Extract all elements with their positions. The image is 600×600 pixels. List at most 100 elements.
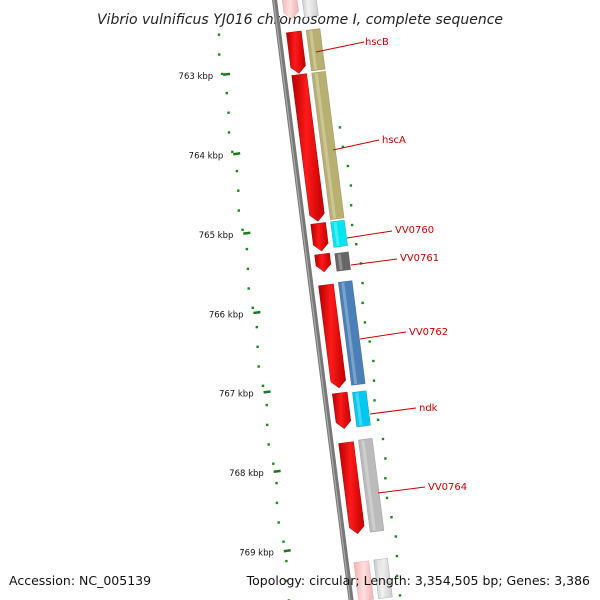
gc-dot: [218, 53, 221, 56]
gc-dot: [247, 287, 250, 290]
gc-dot: [245, 247, 249, 251]
gc-dot: [255, 325, 258, 329]
gc-dot: [341, 145, 345, 149]
gene-block-vv0761: [334, 251, 351, 272]
gc-dot: [277, 521, 280, 524]
gc-dot: [390, 516, 393, 519]
gene-label-vv0761: VV0761: [400, 253, 439, 264]
gc-dot: [361, 281, 364, 285]
gc-dot: [267, 443, 270, 446]
gene-block-ndk: [352, 390, 371, 428]
gc-dot: [251, 306, 254, 309]
gc-dot: [231, 150, 234, 154]
gc-dot: [373, 399, 376, 402]
gene-block-upstream: [302, 0, 319, 18]
cds-arrow: [286, 30, 306, 74]
gc-dot: [241, 228, 244, 231]
gc-dot: [256, 345, 259, 348]
gc-dot: [217, 33, 221, 36]
cds-arrow: [310, 222, 329, 252]
gc-dot: [395, 554, 399, 558]
gc-dot: [372, 359, 375, 363]
gc-dot: [385, 496, 389, 500]
scale-tick-label: 767 kbp: [219, 390, 254, 400]
gene-label-leader: [369, 407, 417, 415]
gc-dot: [237, 189, 240, 192]
gene-labels: hscB hscA VV0760 VV0761 VV0762 ndk VV0764: [315, 37, 467, 494]
backbone-highlight: [273, 0, 351, 600]
gene-label-leader: [350, 258, 398, 266]
gc-dot: [227, 131, 231, 134]
gc-dot: [350, 223, 354, 227]
scale-tick: [222, 72, 231, 77]
gc-dot: [395, 574, 399, 578]
scale-tick: [283, 549, 291, 553]
scale-tick-label: 765 kbp: [199, 231, 234, 241]
scale-tick: [253, 310, 261, 315]
gene-feature-track: [302, 0, 393, 599]
gene-block-shine: [314, 73, 337, 219]
scale-tick-label: 766 kbp: [209, 310, 244, 320]
gc-dot: [361, 301, 364, 305]
gene-block-shine: [305, 0, 311, 16]
gc-dot: [349, 204, 353, 207]
cds-arrow-faded: [353, 560, 374, 600]
cds-arrow-faded: [281, 0, 299, 20]
gc-dot: [349, 184, 353, 187]
gene-block-shine: [333, 222, 340, 247]
gene-block-downstream: [373, 558, 393, 599]
cds-arrow: [318, 283, 346, 389]
gc-dot: [338, 126, 342, 129]
gene-label-leader: [346, 230, 393, 239]
gc-dot: [266, 423, 269, 427]
gene-block-shine: [337, 253, 343, 270]
gene-block-hscb: [305, 28, 326, 72]
gc-dot: [285, 579, 288, 583]
gene-block-vv0762: [337, 280, 366, 386]
gc-dot: [275, 501, 279, 505]
gc-dot: [235, 169, 239, 173]
cds-track: [281, 0, 374, 600]
gc-dot: [227, 111, 230, 114]
gc-dot: [355, 243, 358, 246]
gene-label-vv0760: VV0760: [395, 225, 434, 236]
cds-arrow: [338, 441, 365, 535]
kbp-scale: 763 kbp 764 kbp 765 kbp 766 kbp 767 kbp 768 k…: [179, 72, 291, 559]
gc-dot: [220, 72, 224, 76]
gene-block-shine: [361, 440, 376, 531]
gc-dot: [381, 437, 385, 441]
scale-tick: [273, 469, 281, 474]
gc-dot: [275, 481, 278, 485]
gc-dot: [384, 477, 387, 480]
gene-block-shine: [341, 282, 358, 385]
cds-arrow: [332, 391, 352, 429]
gc-dot: [282, 540, 285, 543]
gc-dot: [363, 321, 367, 324]
gc-dot: [372, 379, 376, 382]
gene-block-vv0764: [358, 437, 385, 533]
gene-label-leader: [377, 486, 426, 494]
gene-label-vv0764: VV0764: [428, 482, 467, 493]
gene-label-leader: [359, 331, 407, 340]
scale-tick-label: 769 kbp: [239, 549, 274, 559]
gc-dot: [272, 462, 275, 465]
gc-dot: [384, 457, 387, 460]
gc-dot: [246, 267, 250, 270]
gc-dot: [368, 340, 371, 343]
gene-block-shine: [355, 392, 363, 426]
gc-dot: [346, 164, 350, 168]
cds-arrow: [314, 252, 332, 273]
gene-label-ndk: ndk: [419, 403, 438, 414]
gc-dot: [257, 365, 260, 368]
map-title: Vibrio vulnificus YJ016 chromosome I, co…: [97, 12, 503, 28]
gene-block-shine: [376, 560, 385, 598]
scale-tick: [233, 152, 241, 156]
scale-tick: [263, 390, 271, 394]
gene-block-vv0760: [330, 219, 348, 248]
gene-label-leader: [332, 139, 380, 151]
chromosome-backbone: [271, 0, 354, 600]
gc-dot: [261, 384, 265, 387]
scale-tick-label: 763 kbp: [179, 72, 214, 82]
gene-block-hsca: [311, 70, 345, 221]
